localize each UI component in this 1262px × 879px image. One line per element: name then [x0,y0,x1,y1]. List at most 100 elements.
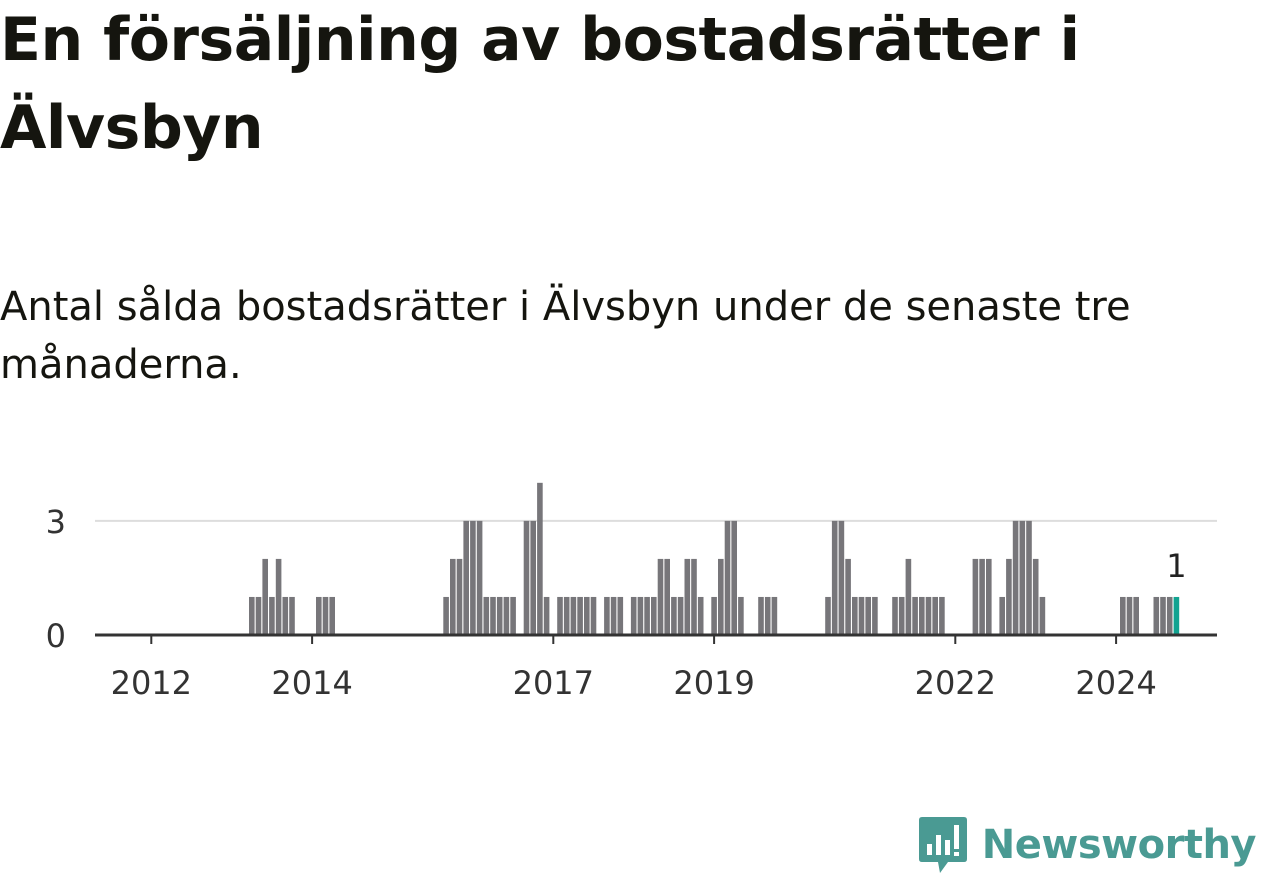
bar [637,596,644,635]
bar [986,558,992,635]
bar [758,596,764,635]
bar [912,596,918,635]
bar [1006,558,1012,635]
bar [1126,596,1133,635]
bar [831,520,838,635]
bar [1012,520,1019,635]
bar [1039,596,1046,635]
bar-chart: 0 3 2012 2014 2017 2019 2022 2024 1 [46,482,1217,702]
newsworthy-logo: Newsworthy [918,815,1257,875]
bar [905,558,912,635]
bar [530,520,536,635]
bar-highlight [1173,596,1180,635]
bar [825,596,831,635]
bar [845,558,851,635]
x-tick-label: 2014 [271,664,352,702]
bar [1160,596,1166,635]
bar [697,596,704,635]
bar [316,596,322,635]
bar [496,596,503,635]
bar [657,558,664,635]
bar [470,520,476,635]
bar [275,558,282,635]
bar [557,596,563,635]
bar [262,558,268,635]
bar [1019,520,1026,635]
bar [476,520,483,635]
bar [1153,596,1160,635]
last-value-label: 1 [1166,547,1186,585]
bar [972,558,979,635]
bar [490,596,496,635]
bar [711,596,717,635]
bar [1120,596,1126,635]
bar [677,596,684,635]
x-tick-label: 2019 [673,664,754,702]
bar [651,596,657,635]
bar [483,596,490,635]
bar [691,558,697,635]
bar [282,596,289,635]
bar [671,596,677,635]
bar [738,596,744,635]
bar [249,596,255,635]
bar [269,596,275,635]
bar [604,596,610,635]
bar [456,558,463,635]
bar [510,596,516,635]
bar [617,596,624,635]
bar [563,596,570,635]
x-tick-label: 2017 [513,664,594,702]
bar [925,596,932,635]
bar [255,596,262,635]
bar [450,558,456,635]
bar [718,558,724,635]
bar [892,596,898,635]
brand-name: Newsworthy [981,822,1257,868]
bar [537,482,543,635]
bar [898,596,905,635]
x-tick-label: 2024 [1075,664,1156,702]
bar [852,596,858,635]
bar [919,596,925,635]
bar [329,596,335,635]
bar [1032,558,1039,635]
bar [630,596,637,635]
bar [724,520,731,635]
bar [684,558,691,635]
bar [590,596,597,635]
bar [664,558,670,635]
bar [979,558,985,635]
bar [584,596,590,635]
bar [932,596,938,635]
bar [1166,596,1173,635]
bar [503,596,510,635]
newsworthy-logo-icon [918,817,967,873]
bar [731,520,737,635]
chart-title: En försäljning av bostadsrätter i Älvsby… [0,5,1080,163]
y-tick-label: 3 [46,503,66,541]
x-tick-label: 2012 [111,664,192,702]
bar [939,596,945,635]
chart-subtitle: Antal sålda bostadsrätter i Älvsbyn unde… [0,284,1131,388]
bar [764,596,771,635]
bar [858,596,865,635]
bar [1133,596,1139,635]
bar [543,596,550,635]
y-tick-label: 0 [46,617,66,655]
bar [570,596,577,635]
bar [644,596,650,635]
bar [999,596,1005,635]
bar [838,520,845,635]
x-tick-label: 2022 [915,664,996,702]
bar [610,596,617,635]
bar [322,596,329,635]
bar [523,520,530,635]
bar [865,596,871,635]
bar [463,520,469,635]
bar [771,596,778,635]
bar [1026,520,1032,635]
bar [577,596,583,635]
bar [289,596,295,635]
bar [443,596,449,635]
